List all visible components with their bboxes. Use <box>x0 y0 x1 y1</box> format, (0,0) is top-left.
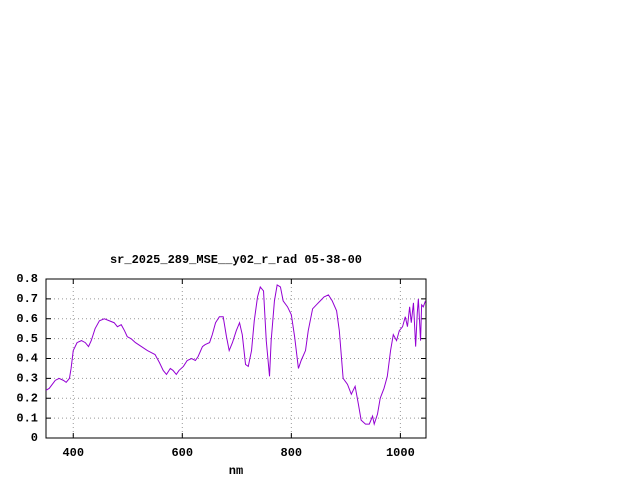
x-tick-label: 800 <box>281 446 303 460</box>
chart-title: sr_2025_289_MSE__y02_r_rad 05-38-00 <box>110 253 362 267</box>
y-tick-label: 0 <box>31 431 38 445</box>
y-tick-label: 0.8 <box>16 272 38 286</box>
y-tick-label: 0.3 <box>16 372 38 386</box>
y-tick-label: 0.6 <box>16 312 38 326</box>
y-tick-label: 0.4 <box>16 352 38 366</box>
x-axis-label: nm <box>229 464 243 478</box>
y-tick-label: 0.5 <box>16 332 38 346</box>
plot-border <box>45 278 427 439</box>
data-line <box>45 284 426 427</box>
x-tick-label: 1000 <box>386 446 415 460</box>
y-tick-label: 0.1 <box>16 411 38 425</box>
x-tick-label: 600 <box>171 446 193 460</box>
y-tick-label: 0.7 <box>16 292 38 306</box>
y-tick-label: 0.2 <box>16 391 38 405</box>
x-tick-label: 400 <box>62 446 84 460</box>
